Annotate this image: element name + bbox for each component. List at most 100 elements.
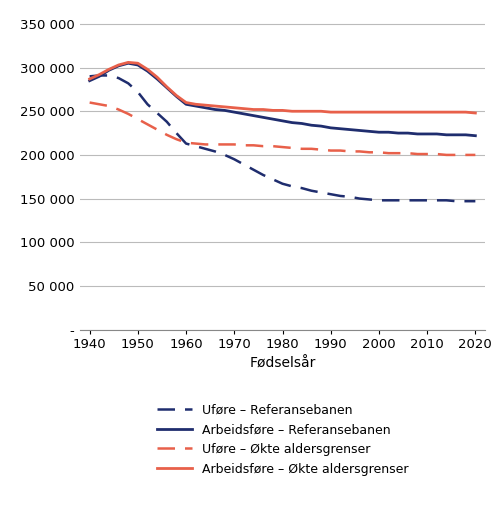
Arbeidsføre – Referansebanen: [308, 122, 314, 128]
Uføre – Referansebanen: [328, 191, 334, 197]
X-axis label: Fødselsår: Fødselsår: [250, 356, 316, 371]
Arbeidsføre – Referansebanen: [116, 63, 121, 69]
Arbeidsføre – Økte aldersgrenser: [356, 109, 362, 115]
Uføre – Økte aldersgrenser: [106, 103, 112, 109]
Arbeidsføre – Økte aldersgrenser: [222, 104, 228, 110]
Uføre – Økte aldersgrenser: [395, 150, 401, 156]
Uføre – Referansebanen: [444, 197, 450, 203]
Arbeidsføre – Referansebanen: [192, 103, 198, 109]
Uføre – Økte aldersgrenser: [366, 149, 372, 155]
Uføre – Referansebanen: [289, 184, 295, 190]
Arbeidsføre – Referansebanen: [125, 60, 131, 66]
Arbeidsføre – Referansebanen: [299, 121, 305, 127]
Arbeidsføre – Referansebanen: [174, 93, 180, 99]
Uføre – Økte aldersgrenser: [232, 141, 237, 148]
Arbeidsføre – Referansebanen: [444, 132, 450, 138]
Uføre – Økte aldersgrenser: [250, 142, 256, 149]
Uføre – Økte aldersgrenser: [183, 139, 189, 146]
Uføre – Referansebanen: [376, 197, 382, 203]
Uføre – Økte aldersgrenser: [174, 136, 180, 142]
Arbeidsføre – Referansebanen: [347, 127, 353, 133]
Uføre – Referansebanen: [405, 197, 411, 203]
Arbeidsføre – Økte aldersgrenser: [96, 71, 102, 78]
Uføre – Referansebanen: [434, 197, 440, 203]
Uføre – Referansebanen: [414, 197, 420, 203]
Uføre – Økte aldersgrenser: [289, 145, 295, 151]
Uføre – Referansebanen: [106, 73, 112, 79]
Arbeidsføre – Økte aldersgrenser: [444, 109, 450, 115]
Arbeidsføre – Økte aldersgrenser: [154, 74, 160, 80]
Uføre – Referansebanen: [222, 152, 228, 158]
Arbeidsføre – Økte aldersgrenser: [116, 62, 121, 68]
Uføre – Økte aldersgrenser: [453, 152, 459, 158]
Uføre – Økte aldersgrenser: [241, 142, 247, 149]
Uføre – Referansebanen: [164, 119, 170, 125]
Uføre – Referansebanen: [366, 196, 372, 202]
Arbeidsføre – Referansebanen: [86, 78, 92, 84]
Uføre – Økte aldersgrenser: [414, 151, 420, 157]
Uføre – Referansebanen: [183, 140, 189, 147]
Uføre – Økte aldersgrenser: [164, 132, 170, 138]
Line: Arbeidsføre – Økte aldersgrenser: Arbeidsføre – Økte aldersgrenser: [90, 62, 476, 113]
Uføre – Referansebanen: [386, 197, 392, 203]
Uføre – Økte aldersgrenser: [308, 146, 314, 152]
Uføre – Økte aldersgrenser: [318, 147, 324, 153]
Uføre – Økte aldersgrenser: [424, 151, 430, 157]
Uføre – Økte aldersgrenser: [86, 99, 92, 105]
Arbeidsføre – Økte aldersgrenser: [125, 59, 131, 65]
Uføre – Referansebanen: [154, 110, 160, 116]
Arbeidsføre – Referansebanen: [318, 123, 324, 129]
Arbeidsføre – Referansebanen: [395, 130, 401, 136]
Uføre – Økte aldersgrenser: [154, 127, 160, 133]
Arbeidsføre – Økte aldersgrenser: [424, 109, 430, 115]
Arbeidsføre – Referansebanen: [424, 131, 430, 137]
Arbeidsføre – Referansebanen: [232, 109, 237, 115]
Arbeidsføre – Økte aldersgrenser: [232, 105, 237, 111]
Uføre – Økte aldersgrenser: [260, 143, 266, 149]
Uføre – Referansebanen: [212, 149, 218, 155]
Uføre – Økte aldersgrenser: [405, 150, 411, 156]
Arbeidsføre – Økte aldersgrenser: [472, 110, 478, 116]
Arbeidsføre – Økte aldersgrenser: [453, 109, 459, 115]
Arbeidsføre – Økte aldersgrenser: [260, 106, 266, 113]
Uføre – Referansebanen: [424, 197, 430, 203]
Uføre – Økte aldersgrenser: [328, 148, 334, 154]
Arbeidsføre – Referansebanen: [289, 120, 295, 126]
Uføre – Referansebanen: [462, 198, 468, 204]
Uføre – Referansebanen: [318, 190, 324, 196]
Uføre – Økte aldersgrenser: [444, 152, 450, 158]
Uføre – Økte aldersgrenser: [462, 152, 468, 158]
Arbeidsføre – Referansebanen: [280, 118, 285, 124]
Uføre – Referansebanen: [241, 162, 247, 168]
Arbeidsføre – Referansebanen: [366, 128, 372, 134]
Arbeidsføre – Økte aldersgrenser: [212, 103, 218, 109]
Uføre – Økte aldersgrenser: [96, 101, 102, 107]
Uføre – Referansebanen: [144, 101, 150, 107]
Arbeidsføre – Referansebanen: [260, 114, 266, 120]
Uføre – Økte aldersgrenser: [356, 149, 362, 155]
Arbeidsføre – Referansebanen: [376, 129, 382, 135]
Uføre – Referansebanen: [356, 196, 362, 202]
Arbeidsføre – Økte aldersgrenser: [164, 84, 170, 90]
Uføre – Økte aldersgrenser: [125, 111, 131, 117]
Uføre – Referansebanen: [192, 143, 198, 149]
Uføre – Referansebanen: [135, 89, 141, 95]
Arbeidsføre – Referansebanen: [356, 127, 362, 133]
Uføre – Referansebanen: [202, 146, 208, 152]
Arbeidsføre – Økte aldersgrenser: [414, 109, 420, 115]
Arbeidsføre – Økte aldersgrenser: [386, 109, 392, 115]
Uføre – Økte aldersgrenser: [270, 143, 276, 149]
Uføre – Referansebanen: [472, 198, 478, 204]
Arbeidsføre – Referansebanen: [472, 133, 478, 139]
Arbeidsføre – Økte aldersgrenser: [308, 108, 314, 114]
Uføre – Økte aldersgrenser: [338, 148, 344, 154]
Arbeidsføre – Økte aldersgrenser: [192, 101, 198, 107]
Uføre – Referansebanen: [232, 156, 237, 162]
Uføre – Referansebanen: [308, 188, 314, 194]
Arbeidsføre – Økte aldersgrenser: [405, 109, 411, 115]
Arbeidsføre – Referansebanen: [135, 62, 141, 68]
Uføre – Økte aldersgrenser: [212, 141, 218, 148]
Arbeidsføre – Referansebanen: [386, 129, 392, 135]
Uføre – Referansebanen: [270, 176, 276, 183]
Uføre – Referansebanen: [86, 74, 92, 80]
